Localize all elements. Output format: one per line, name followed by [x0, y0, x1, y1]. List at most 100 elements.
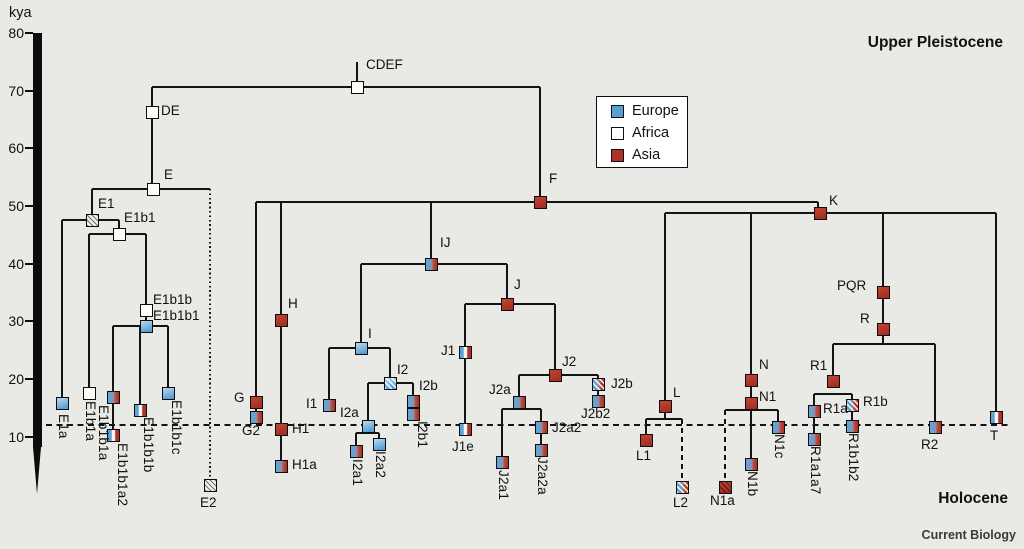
- tree-edge: [882, 329, 884, 344]
- node-R1b: [845, 398, 859, 412]
- axis-tick-label-40: 40: [8, 255, 24, 272]
- node-J2b2: [591, 394, 605, 408]
- node-label-J2a2a: J2a2a: [535, 457, 550, 495]
- node-E1b1b1c: [161, 386, 175, 400]
- node-label-E2: E2: [200, 495, 217, 510]
- node-label-F: F: [549, 171, 558, 186]
- tree-edge: [724, 410, 726, 487]
- node-E1b1a: [82, 386, 96, 400]
- tree-edge: [832, 344, 834, 381]
- axis-tick-50: [25, 205, 33, 207]
- node-N: [744, 373, 758, 387]
- time-axis-arrowhead: [33, 447, 41, 494]
- node-J2: [548, 368, 562, 382]
- tree-edge: [151, 87, 153, 189]
- node-I2b1: [406, 407, 420, 421]
- legend-label-europe: Europe: [632, 103, 679, 119]
- node-label-J2a2: J2a2: [552, 420, 582, 435]
- node-H: [274, 313, 288, 327]
- node-label-I2b: I2b: [419, 378, 438, 393]
- node-G2: [249, 410, 263, 424]
- tree-edge: [995, 213, 997, 417]
- node-I2a2: [372, 437, 386, 451]
- tree-edge: [355, 433, 357, 451]
- time-axis-unit-label: kya: [9, 5, 32, 21]
- node-label-G: G: [234, 390, 245, 405]
- tree-edge: [152, 86, 540, 88]
- node-label-J: J: [514, 277, 521, 292]
- node-label-R1: R1: [810, 358, 828, 373]
- axis-tick-label-80: 80: [8, 25, 24, 41]
- axis-tick-80: [25, 32, 33, 34]
- node-R1: [826, 374, 840, 388]
- legend-label-asia: Asia: [632, 147, 661, 163]
- tree-edge: [145, 234, 147, 326]
- node-E1a: [55, 396, 69, 410]
- axis-tick-70: [25, 89, 33, 92]
- node-R: [876, 322, 890, 336]
- node-E1b1b1b: [133, 403, 147, 417]
- tree-edge: [139, 326, 141, 410]
- node-J2a: [512, 395, 526, 409]
- node-label-N1: N1: [759, 389, 777, 404]
- node-label-G2: G2: [242, 423, 261, 438]
- tree-edge: [777, 410, 779, 427]
- node-label-I2a2: I2a2: [373, 451, 388, 479]
- node-label-I2b1: I2b1: [415, 421, 430, 449]
- node-label-H1a: H1a: [292, 457, 317, 472]
- tree-edge: [664, 406, 666, 419]
- node-label-J2: J2: [562, 354, 577, 369]
- node-label-R1a1a7: R1a1a7: [808, 446, 823, 495]
- node-PQR: [876, 285, 890, 299]
- node-N1a: [718, 480, 732, 494]
- node-H1: [274, 422, 288, 436]
- node-label-J1: J1: [441, 343, 456, 358]
- time-axis-bar: [33, 33, 42, 447]
- legend-label-africa: Africa: [632, 125, 670, 141]
- node-I2a1: [349, 444, 363, 458]
- node-label-H: H: [288, 296, 298, 311]
- tree-edge: [814, 393, 852, 395]
- node-label-E1b1b: E1b1b: [153, 292, 193, 307]
- node-label-CDEF: CDEF: [366, 57, 403, 72]
- axis-tick-40: [25, 262, 33, 265]
- node-E1b1b1a: [106, 390, 120, 404]
- node-label-E1: E1: [98, 196, 115, 211]
- node-I2: [383, 376, 397, 390]
- node-K: [813, 206, 827, 220]
- node-L1: [639, 433, 653, 447]
- node-label-R2: R2: [921, 437, 939, 452]
- journal-brand: Current Biology: [921, 528, 1016, 542]
- legend-swatch-africa: [611, 127, 624, 140]
- node-label-I: I: [368, 326, 372, 341]
- tree-edge: [88, 234, 90, 393]
- node-E: [146, 182, 160, 196]
- node-J2b: [591, 377, 605, 391]
- node-label-N1a: N1a: [710, 493, 735, 508]
- node-R1a: [807, 404, 821, 418]
- tree-edge: [464, 304, 466, 429]
- node-I2a: [361, 419, 375, 433]
- tree-edge: [112, 326, 114, 435]
- tree-edge: [934, 344, 936, 427]
- node-L2: [675, 480, 689, 494]
- node-label-L1: L1: [636, 448, 652, 463]
- node-label-E1b1b1a: E1b1b1a: [96, 405, 111, 461]
- node-label-H1: H1: [292, 421, 310, 436]
- node-label-J2b: J2b: [611, 376, 633, 391]
- node-J2a1: [495, 455, 509, 469]
- node-I1: [322, 398, 336, 412]
- tree-edge: [356, 62, 358, 87]
- node-R2: [928, 420, 942, 434]
- tree-edge: [91, 189, 93, 220]
- node-label-E1b1a: E1b1a: [83, 401, 98, 442]
- axis-tick-label-50: 50: [8, 198, 24, 214]
- node-label-E1b1b1b: E1b1b1b: [141, 417, 156, 473]
- node-J2a2: [534, 420, 548, 434]
- legend-swatch-europe: [611, 105, 624, 118]
- node-label-J1e: J1e: [452, 439, 474, 454]
- node-F: [533, 195, 547, 209]
- tree-edge: [750, 213, 752, 403]
- node-I: [354, 341, 368, 355]
